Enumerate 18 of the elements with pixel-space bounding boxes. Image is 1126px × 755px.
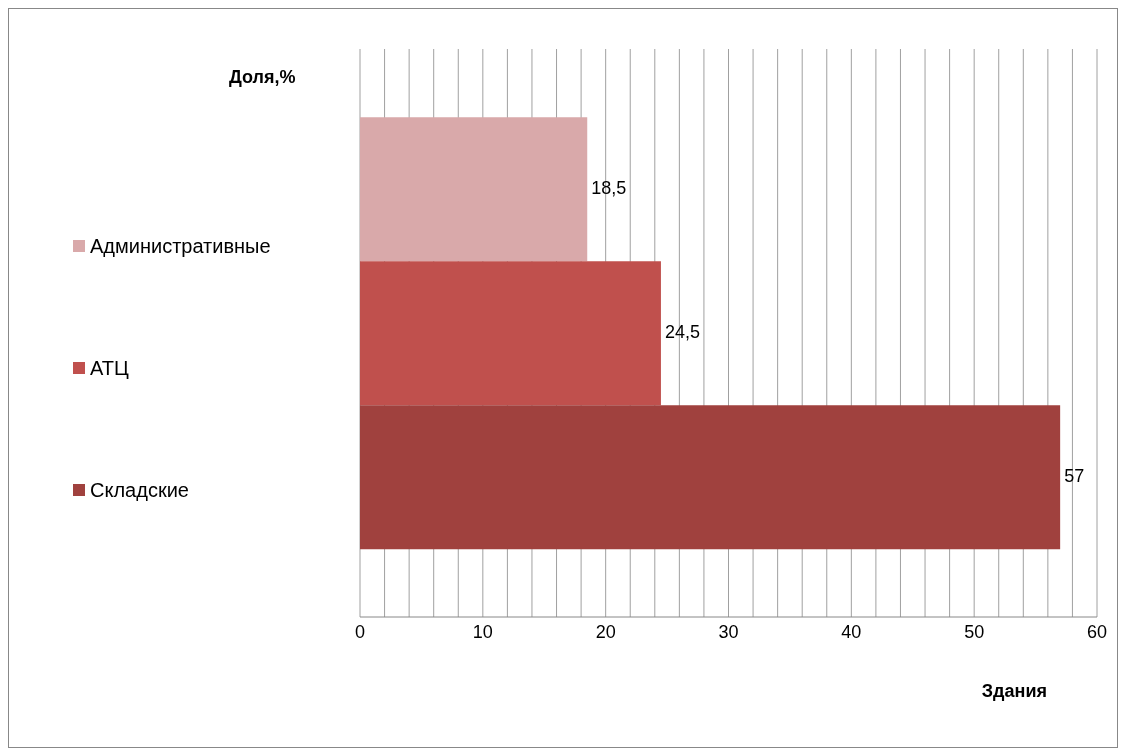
x-tick-label: 40 [841,621,862,642]
bar [360,405,1061,550]
legend-label: АТЦ [90,356,129,380]
x-axis-title: Здания [981,681,1047,701]
x-tick-label: 10 [472,621,493,642]
data-label: 57 [1064,465,1085,486]
bar [360,261,661,406]
data-label: 24,5 [664,321,700,342]
x-tick-label: 50 [964,621,985,642]
text: Доля,% [229,67,296,88]
x-tick-label: 20 [595,621,616,642]
legend-label: Административные [90,234,271,258]
legend-label: Складские [90,478,189,502]
bar [360,117,588,262]
x-tick-label: 60 [1086,621,1108,642]
data-label: 18,5 [591,177,627,198]
x-tick-label: 30 [718,621,739,642]
x-tick-label: 0 [354,621,366,642]
